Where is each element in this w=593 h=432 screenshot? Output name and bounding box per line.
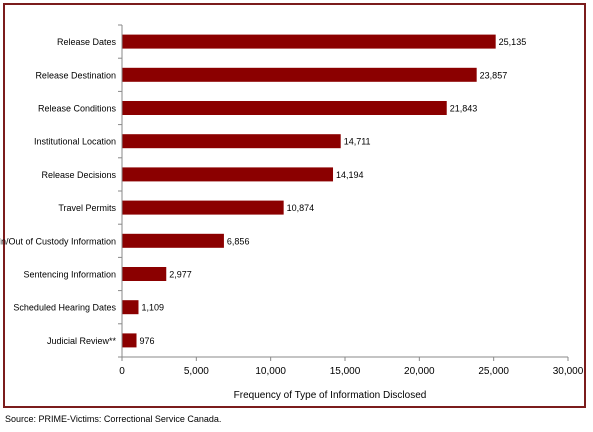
value-label: 976	[140, 336, 155, 346]
bar	[122, 67, 477, 82]
x-tick-label: 15,000	[330, 366, 361, 377]
bars	[122, 34, 496, 348]
bar	[122, 167, 334, 182]
x-tick-label: 0	[119, 366, 125, 377]
value-label: 14,194	[336, 170, 364, 180]
value-label: 14,711	[344, 137, 371, 147]
x-tick-label: 20,000	[404, 366, 435, 377]
x-axis-label: Frequency of Type of Information Disclos…	[234, 390, 427, 401]
bar	[122, 333, 137, 348]
value-label: 23,857	[480, 70, 508, 80]
bar	[122, 34, 496, 49]
bar	[122, 267, 167, 281]
category-label: Release Conditions	[38, 104, 117, 114]
category-label: Travel Permits	[58, 203, 116, 213]
category-label: Scheduled Hearing Dates	[13, 303, 116, 313]
category-label: Release Destination	[35, 70, 116, 80]
value-labels: 25,135 23,857 21,843 14,711 14,194 10,874 6,85…	[140, 37, 527, 346]
category-label: Judicial Review**	[47, 336, 117, 346]
value-label: 10,874	[287, 203, 315, 213]
x-tick-label: 5,000	[184, 366, 209, 377]
value-label: 2,977	[169, 270, 192, 280]
value-label: 1,109	[141, 303, 164, 313]
category-label: In/Out of Custody Information	[0, 236, 116, 246]
bar	[122, 134, 341, 149]
value-label: 25,135	[499, 37, 527, 47]
x-tick-labels: 0 5,000 10,000 15,000 20,000 25,000 30,000	[119, 366, 584, 377]
x-tick-label: 25,000	[478, 366, 509, 377]
bar	[122, 233, 224, 248]
bar	[122, 101, 447, 115]
value-label: 21,843	[450, 104, 478, 114]
category-label: Institutional Location	[34, 137, 116, 147]
value-label: 6,856	[227, 236, 250, 246]
category-label: Release Dates	[57, 37, 117, 47]
x-tick-label: 30,000	[553, 366, 584, 377]
source-note: Source: PRIME-Victims: Correctional Serv…	[5, 414, 222, 424]
axes	[118, 24, 569, 361]
bar	[122, 300, 139, 315]
category-label: Release Decisions	[41, 170, 116, 180]
category-labels: Release Dates Release Destination Release …	[0, 37, 117, 346]
bar	[122, 200, 284, 215]
category-label: Sentencing Information	[23, 270, 116, 280]
x-tick-label: 10,000	[255, 366, 286, 377]
